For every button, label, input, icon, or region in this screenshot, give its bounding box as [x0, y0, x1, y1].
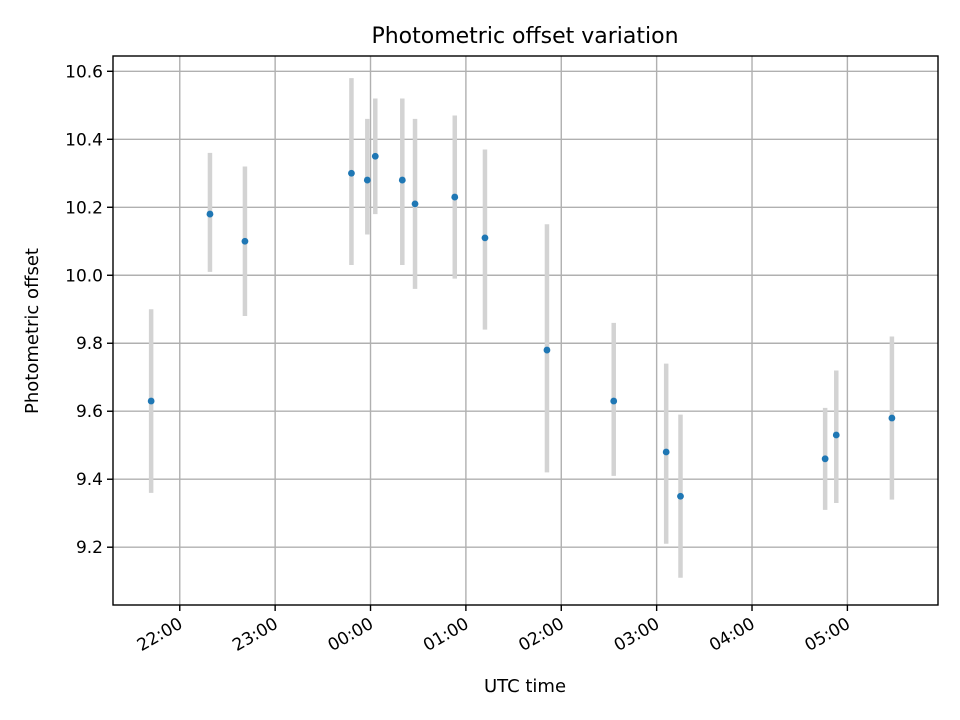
y-tick-label: 9.2 — [76, 538, 103, 558]
y-axis-ticks: 9.2 9.4 9.6 9.8 10.0 10.2 10.4 10.6 — [65, 62, 113, 558]
y-tick-label: 10.2 — [65, 198, 103, 218]
data-point — [662, 448, 670, 456]
x-tick-label: 04:00 — [706, 614, 758, 656]
y-tick-label: 9.4 — [76, 470, 103, 490]
y-tick-label: 10.4 — [65, 130, 103, 150]
x-tick-label: 23:00 — [229, 614, 281, 656]
data-point — [206, 210, 214, 218]
data-point — [888, 414, 896, 422]
data-point — [481, 234, 489, 242]
data-point — [371, 152, 379, 160]
data-point — [832, 431, 840, 439]
y-tick-label: 9.8 — [76, 334, 103, 354]
error-bars — [148, 78, 895, 578]
x-tick-label: 03:00 — [611, 614, 663, 656]
data-point — [398, 176, 406, 184]
plot-frame — [112, 55, 939, 606]
data-point — [147, 397, 155, 405]
y-tick-label: 10.0 — [65, 266, 103, 286]
chart-title: Photometric offset variation — [371, 24, 678, 49]
data-point — [821, 455, 829, 463]
data-point — [348, 169, 355, 177]
data-point — [610, 397, 618, 405]
data-point — [543, 346, 551, 354]
data-point — [677, 492, 684, 500]
x-tick-label: 00:00 — [325, 614, 377, 656]
y-tick-label: 10.6 — [65, 62, 103, 82]
y-tick-label: 9.6 — [76, 402, 103, 422]
data-points — [147, 152, 896, 500]
data-point — [363, 176, 371, 184]
data-point — [241, 237, 249, 245]
grid-lines — [113, 56, 938, 605]
y-axis-label: Photometric offset — [22, 248, 43, 414]
x-axis-ticks: 22:00 23:00 00:00 01:00 02:00 03:00 04:00 05:00 — [134, 605, 854, 656]
x-tick-label: 05:00 — [801, 614, 853, 656]
data-point — [451, 193, 459, 201]
x-tick-label: 02:00 — [515, 614, 567, 656]
x-tick-label: 01:00 — [420, 614, 472, 656]
x-axis-label: UTC time — [484, 676, 566, 697]
x-tick-label: 22:00 — [134, 614, 186, 656]
data-point — [411, 200, 419, 208]
